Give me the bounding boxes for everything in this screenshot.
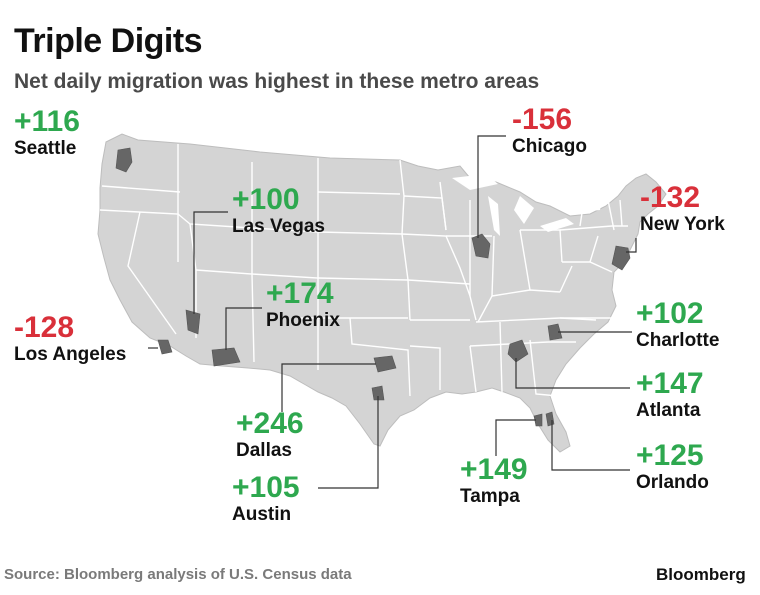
leader-atlanta — [515, 358, 630, 389]
metro-city: Tampa — [460, 486, 520, 507]
metro-label-dallas: +246 Dallas — [236, 408, 304, 462]
metro-chicago — [471, 233, 491, 259]
leader-las-vegas — [193, 211, 228, 314]
metro-label-charlotte: +102 Charlotte — [636, 298, 719, 352]
metro-charlotte — [547, 323, 563, 341]
metro-label-seattle: +116 Seattle — [14, 106, 80, 160]
metro-value: +100 — [232, 183, 300, 216]
metro-label-new-york: -132 New York — [640, 182, 725, 236]
leader-lines — [148, 135, 637, 489]
metro-city: Phoenix — [266, 310, 340, 331]
metro-new-york — [611, 245, 631, 271]
metro-city: Seattle — [14, 138, 77, 159]
leader-dallas — [281, 363, 376, 412]
metro-value: +102 — [636, 297, 704, 330]
map-title: Triple Digits — [14, 22, 203, 60]
metro-city: Chicago — [512, 136, 587, 157]
metro-value: +105 — [232, 471, 300, 504]
metro-label-atlanta: +147 Atlanta — [636, 368, 704, 422]
metro-city: Los Angeles — [14, 344, 127, 365]
metro-label-tampa: +149 Tampa — [460, 454, 528, 508]
metro-value: +116 — [14, 105, 80, 138]
metro-label-chicago: -156 Chicago — [512, 104, 587, 158]
metro-label-las-vegas: +100 Las Vegas — [232, 184, 325, 238]
metro-city: Las Vegas — [232, 216, 325, 237]
leader-new-york — [626, 238, 637, 253]
leader-austin — [318, 396, 379, 489]
leader-chicago — [477, 135, 506, 238]
metro-city: Atlanta — [636, 400, 701, 421]
metro-label-orlando: +125 Orlando — [636, 440, 709, 494]
metro-city: Charlotte — [636, 330, 720, 351]
leader-tampa — [495, 419, 536, 456]
leader-phoenix — [225, 307, 262, 350]
metro-value: +147 — [636, 367, 704, 400]
metro-label-phoenix: +174 Phoenix — [266, 278, 340, 332]
metro-value: +149 — [460, 453, 528, 486]
brand-logo-text: Bloomberg — [656, 565, 746, 584]
metro-austin — [371, 385, 385, 401]
metro-areas — [115, 147, 631, 427]
metro-los-angeles — [157, 339, 173, 355]
metro-value: -128 — [14, 311, 75, 344]
metro-city: New York — [640, 214, 725, 235]
metro-label-los-angeles: -128 Los Angeles — [14, 312, 126, 366]
source-note: Source: Bloomberg analysis of U.S. Censu… — [4, 566, 352, 583]
leader-orlando — [551, 420, 630, 471]
metro-value: -156 — [512, 103, 573, 136]
metro-value: -132 — [640, 181, 701, 214]
metro-dallas — [373, 355, 397, 373]
great-lakes — [452, 174, 602, 236]
metro-value: +174 — [266, 277, 334, 310]
map-subtitle: Net daily migration was highest in these… — [14, 70, 540, 93]
metro-city: Dallas — [236, 440, 292, 461]
metro-value: +246 — [236, 407, 304, 440]
metro-seattle — [115, 147, 133, 173]
metro-label-austin: +105 Austin — [232, 472, 300, 526]
metro-value: +125 — [636, 439, 704, 472]
metro-phoenix — [211, 347, 241, 367]
us-land — [97, 133, 667, 453]
metro-city: Orlando — [636, 472, 709, 493]
metro-city: Austin — [232, 504, 292, 525]
metro-las-vegas — [185, 309, 201, 335]
state-borders — [99, 144, 628, 397]
metro-tampa — [533, 413, 543, 427]
metro-atlanta — [507, 339, 529, 363]
